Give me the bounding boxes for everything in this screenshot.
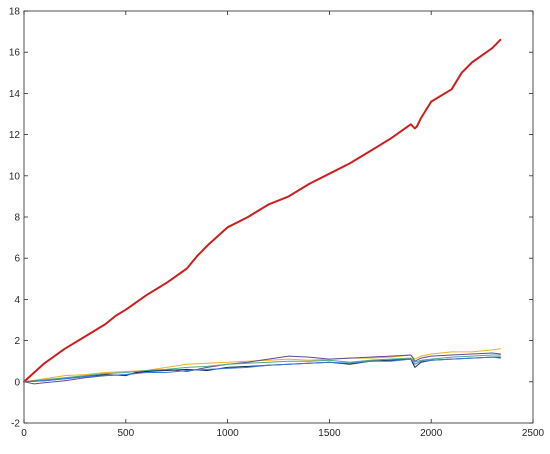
y-tick-label: 18 [9,7,21,18]
series-line-4 [23,354,501,383]
series-line-3 [23,352,501,385]
y-tick-label: 12 [9,130,21,141]
x-tick-label: 2000 [420,428,443,439]
x-tick-label: 0 [21,428,27,439]
x-tick-label: 1500 [318,428,341,439]
y-tick-label: 16 [9,48,21,59]
y-tick-label: 2 [14,336,20,347]
series-line-6 [23,356,501,383]
series-line-2 [23,348,501,383]
y-tick-label: 0 [14,377,20,388]
x-tick-label: 2500 [522,428,545,439]
y-tick-label: 10 [9,171,21,182]
y-tick-label: 4 [14,295,20,306]
y-tick-label: -2 [11,419,20,430]
data-series [23,38,502,385]
x-tick-label: 1000 [216,428,239,439]
y-tick-label: 8 [14,213,20,224]
series-line-1 [23,38,502,383]
y-tick-label: 6 [14,254,20,265]
y-tick-label: 14 [9,89,21,100]
plot-area-border [23,10,534,424]
x-tick-label: 500 [117,428,134,439]
